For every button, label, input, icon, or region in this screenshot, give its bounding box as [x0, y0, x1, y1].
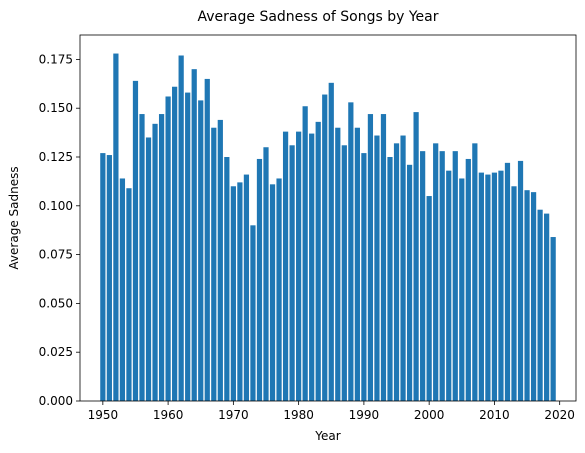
- bar-2010: [491, 172, 498, 401]
- bar-1950: [100, 153, 106, 401]
- bar-1959: [158, 114, 165, 401]
- bar-2012: [504, 162, 511, 401]
- bar-1973: [250, 225, 256, 401]
- bar-2007: [472, 143, 478, 401]
- bar-1999: [420, 151, 426, 401]
- bar-1984: [322, 94, 328, 401]
- bar-2005: [459, 178, 465, 401]
- bar-1963: [185, 92, 191, 402]
- bar-1976: [269, 184, 276, 401]
- bar-1990: [361, 153, 367, 401]
- y-tick-label: 0.050: [39, 296, 73, 310]
- bar-1965: [198, 100, 204, 401]
- bar-1954: [126, 188, 132, 401]
- bar-2019: [550, 237, 556, 401]
- bar-1953: [119, 178, 126, 401]
- bar-1974: [256, 158, 263, 401]
- bar-1981: [302, 106, 308, 402]
- bar-1985: [328, 82, 334, 401]
- x-tick-label: 1960: [153, 408, 184, 422]
- bar-1972: [243, 174, 250, 401]
- bar-1987: [341, 145, 347, 401]
- bar-1951: [106, 155, 112, 401]
- bar-1995: [393, 143, 400, 401]
- bar-1967: [211, 127, 217, 401]
- bar-1952: [113, 53, 119, 401]
- bar-1977: [276, 178, 282, 401]
- bar-2017: [537, 209, 543, 401]
- bar-1994: [387, 157, 393, 401]
- bar-1968: [217, 119, 223, 402]
- bar-2011: [498, 170, 504, 401]
- y-tick-label: 0.175: [39, 52, 73, 66]
- bar-1969: [224, 157, 230, 401]
- bar-2018: [544, 213, 550, 401]
- y-tick-label: 0.100: [39, 199, 73, 213]
- bar-2015: [524, 190, 530, 401]
- bar-1962: [178, 55, 184, 401]
- bar-2008: [478, 172, 484, 401]
- bar-1997: [406, 164, 413, 401]
- bar-2003: [446, 170, 452, 401]
- x-tick-label: 2010: [479, 408, 510, 422]
- x-tick-label: 1950: [88, 408, 119, 422]
- bar-1993: [380, 114, 387, 401]
- x-tick-label: 1980: [283, 408, 314, 422]
- bar-1964: [191, 69, 197, 401]
- bar-1958: [152, 123, 158, 401]
- bar-1991: [367, 114, 374, 401]
- x-tick-label: 1990: [349, 408, 380, 422]
- bar-2009: [485, 174, 491, 401]
- bar-1978: [282, 131, 289, 401]
- chart-title: Average Sadness of Songs by Year: [198, 9, 439, 25]
- bar-1982: [309, 133, 315, 402]
- bar-2014: [517, 160, 524, 401]
- bars-group: [100, 53, 556, 402]
- bar-2016: [530, 192, 537, 401]
- bar-1966: [204, 78, 210, 402]
- x-axis-ticks: 1950 1960 1970 1980 1990 2000 2010 2020: [88, 401, 575, 422]
- x-axis-label: Year: [314, 429, 340, 443]
- bar-2013: [511, 186, 517, 401]
- y-tick-label: 0.000: [39, 394, 73, 408]
- plot-frame: [79, 34, 577, 402]
- bar-1998: [413, 112, 419, 401]
- bar-1986: [335, 127, 341, 401]
- x-tick-label: 2020: [544, 408, 575, 422]
- bar-1970: [230, 186, 236, 401]
- bar-1955: [132, 80, 139, 401]
- y-tick-label: 0.025: [39, 345, 73, 359]
- bar-1960: [165, 96, 171, 401]
- bar-1988: [348, 102, 354, 402]
- bar-1956: [139, 114, 145, 401]
- bar-2006: [465, 158, 471, 401]
- bar-1983: [315, 121, 321, 401]
- y-axis-ticks: 0.000 0.025 0.050 0.075 0.100 0.125 0.150 0.175: [39, 52, 80, 408]
- bar-1971: [237, 182, 243, 401]
- y-axis-label: Average Sadness: [7, 166, 21, 269]
- x-tick-label: 1970: [218, 408, 249, 422]
- y-tick-label: 0.075: [39, 248, 73, 262]
- bar-2002: [439, 151, 445, 401]
- bar-1961: [172, 86, 178, 401]
- bar-1975: [263, 147, 269, 401]
- bar-1980: [296, 131, 302, 401]
- bar-2000: [426, 196, 432, 401]
- y-tick-label: 0.125: [39, 150, 73, 164]
- bar-1957: [145, 137, 152, 402]
- y-tick-label: 0.150: [39, 101, 73, 115]
- bar-1992: [374, 135, 380, 401]
- bar-1996: [400, 135, 406, 401]
- bar-1989: [354, 127, 360, 401]
- bar-2004: [452, 151, 458, 401]
- bar-1979: [289, 145, 295, 401]
- x-tick-label: 2000: [414, 408, 445, 422]
- bar-2001: [433, 143, 439, 401]
